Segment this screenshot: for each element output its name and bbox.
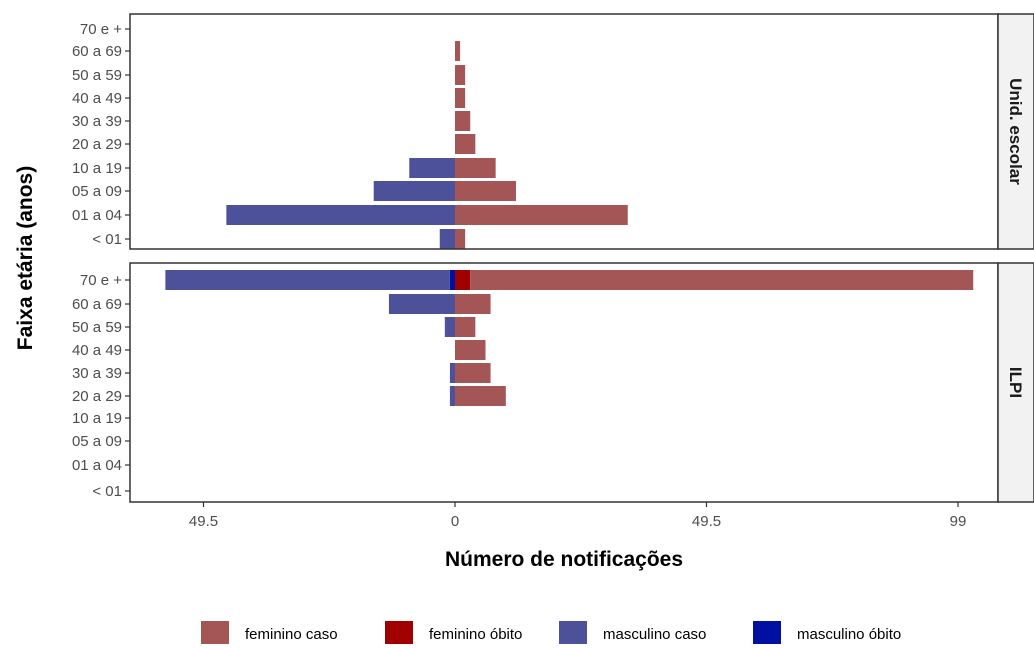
bar-masculino-caso bbox=[444, 317, 455, 337]
bar-feminino-caso bbox=[455, 41, 461, 61]
legend-label: feminino caso bbox=[245, 626, 338, 643]
y-tick-label: < 01 bbox=[92, 231, 122, 248]
panel-ilpi-strip-label: ILPI bbox=[1006, 367, 1025, 398]
x-tick-label: 49.5 bbox=[189, 513, 218, 530]
y-tick-label: 01 a 04 bbox=[72, 457, 122, 474]
bar-masculino-caso bbox=[449, 386, 455, 406]
bar-feminino-caso bbox=[455, 363, 491, 383]
y-tick-label: 10 a 19 bbox=[72, 410, 122, 427]
bar-feminino-caso bbox=[455, 88, 466, 108]
bar-feminino-caso bbox=[455, 229, 466, 249]
y-tick-label: 60 a 69 bbox=[72, 296, 122, 313]
x-tick-label: 0 bbox=[451, 513, 459, 530]
bar-feminino-caso bbox=[455, 386, 506, 406]
x-axis-title: Número de notificações bbox=[445, 548, 683, 571]
bar-masculino-caso bbox=[373, 181, 455, 201]
legend-swatch bbox=[559, 621, 587, 644]
bar-feminino-caso bbox=[470, 270, 974, 290]
legend-swatch bbox=[201, 621, 229, 644]
bar-feminino-caso bbox=[455, 205, 628, 225]
bar-feminino-caso bbox=[455, 340, 486, 360]
bar-feminino-caso bbox=[455, 294, 491, 314]
legend-swatch bbox=[385, 621, 413, 644]
bar-feminino-caso bbox=[455, 134, 476, 154]
y-tick-label: 20 a 29 bbox=[72, 136, 122, 153]
bar-feminino-caso bbox=[455, 181, 516, 201]
y-tick-label: 20 a 29 bbox=[72, 388, 122, 405]
bar-masculino-caso bbox=[439, 229, 455, 249]
y-tick-label: 70 e + bbox=[80, 21, 122, 38]
bar-masculino-caso bbox=[449, 363, 455, 383]
y-tick-label: 60 a 69 bbox=[72, 43, 122, 60]
panel-unid-escolar-strip-label: Unid. escolar bbox=[1006, 78, 1025, 185]
y-tick-label: 70 e + bbox=[80, 272, 122, 289]
y-tick-label: 05 a 09 bbox=[72, 433, 122, 450]
panel-ilpi-background bbox=[130, 263, 998, 502]
bar-feminino-caso bbox=[455, 158, 496, 178]
bar-masculino-caso bbox=[226, 205, 455, 225]
bar-masculino-caso bbox=[165, 270, 450, 290]
y-tick-label: 40 a 49 bbox=[72, 342, 122, 359]
bar-feminino-caso bbox=[455, 111, 471, 131]
bar-masculino-caso bbox=[409, 158, 455, 178]
panel-unid-escolar-strip bbox=[997, 13, 1034, 250]
x-tick-label: 49.5 bbox=[692, 513, 721, 530]
y-axis-title: Faixa etária (anos) bbox=[14, 166, 37, 350]
panel-ilpi-strip bbox=[997, 262, 1034, 503]
legend-label: masculino caso bbox=[603, 626, 706, 643]
y-tick-label: 50 a 59 bbox=[72, 67, 122, 84]
bar-masculino-obito bbox=[449, 270, 455, 290]
bar-feminino-obito bbox=[455, 270, 471, 290]
y-tick-label: 01 a 04 bbox=[72, 207, 122, 224]
y-tick-label: < 01 bbox=[92, 483, 122, 500]
bar-feminino-caso bbox=[455, 317, 476, 337]
y-tick-label: 05 a 09 bbox=[72, 183, 122, 200]
y-tick-label: 30 a 39 bbox=[72, 113, 122, 130]
legend-swatch bbox=[753, 621, 781, 644]
bar-feminino-caso bbox=[455, 65, 466, 85]
legend-label: masculino óbito bbox=[797, 626, 901, 643]
x-tick-label: 99 bbox=[950, 513, 967, 530]
y-tick-label: 30 a 39 bbox=[72, 365, 122, 382]
y-tick-label: 50 a 59 bbox=[72, 319, 122, 336]
y-tick-label: 40 a 49 bbox=[72, 90, 122, 107]
bar-masculino-caso bbox=[388, 294, 455, 314]
y-tick-label: 10 a 19 bbox=[72, 160, 122, 177]
legend-label: feminino óbito bbox=[429, 626, 522, 643]
